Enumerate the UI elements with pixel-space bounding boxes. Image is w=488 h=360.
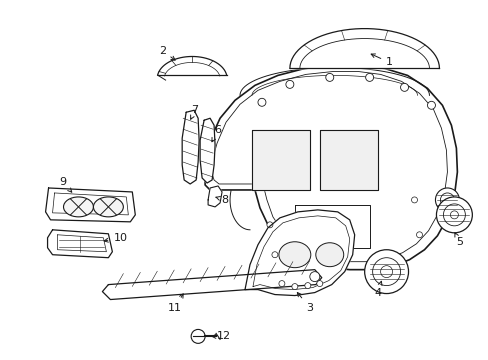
Text: 7: 7	[190, 105, 198, 119]
Polygon shape	[289, 28, 439, 68]
Circle shape	[449, 211, 457, 219]
Polygon shape	[204, 66, 456, 270]
Circle shape	[427, 101, 435, 109]
Circle shape	[271, 252, 277, 258]
Circle shape	[400, 84, 407, 91]
Circle shape	[325, 73, 333, 81]
Circle shape	[258, 98, 265, 106]
Ellipse shape	[315, 243, 343, 267]
Circle shape	[364, 250, 407, 293]
Circle shape	[435, 188, 458, 212]
Text: 3: 3	[297, 293, 313, 312]
Ellipse shape	[93, 197, 123, 217]
Circle shape	[266, 222, 272, 228]
Circle shape	[443, 204, 465, 226]
Polygon shape	[182, 110, 199, 184]
Text: 6: 6	[211, 125, 221, 142]
Polygon shape	[208, 186, 222, 207]
Text: 8: 8	[215, 195, 228, 205]
Circle shape	[436, 197, 471, 233]
Text: 1: 1	[370, 54, 392, 67]
Circle shape	[291, 284, 297, 289]
Text: 9: 9	[59, 177, 72, 192]
Circle shape	[411, 197, 417, 203]
Circle shape	[309, 272, 319, 282]
Ellipse shape	[278, 242, 310, 268]
Circle shape	[304, 283, 310, 289]
Polygon shape	[45, 188, 135, 222]
Text: 2: 2	[158, 45, 175, 60]
Circle shape	[372, 258, 400, 285]
Text: 5: 5	[454, 233, 462, 247]
Polygon shape	[102, 270, 321, 300]
Ellipse shape	[63, 197, 93, 217]
Polygon shape	[251, 130, 309, 190]
Circle shape	[365, 73, 373, 81]
Polygon shape	[319, 130, 377, 190]
Text: 10: 10	[104, 233, 127, 243]
Circle shape	[285, 80, 293, 88]
Polygon shape	[157, 57, 226, 75]
Circle shape	[278, 280, 285, 287]
Polygon shape	[47, 230, 112, 258]
Circle shape	[316, 280, 322, 287]
Polygon shape	[200, 118, 215, 183]
Text: 4: 4	[373, 281, 381, 298]
Circle shape	[380, 266, 392, 278]
Circle shape	[440, 193, 453, 207]
Circle shape	[416, 232, 422, 238]
Text: 11: 11	[168, 294, 183, 312]
Polygon shape	[244, 210, 354, 296]
Circle shape	[191, 329, 204, 343]
Text: 12: 12	[211, 332, 231, 341]
